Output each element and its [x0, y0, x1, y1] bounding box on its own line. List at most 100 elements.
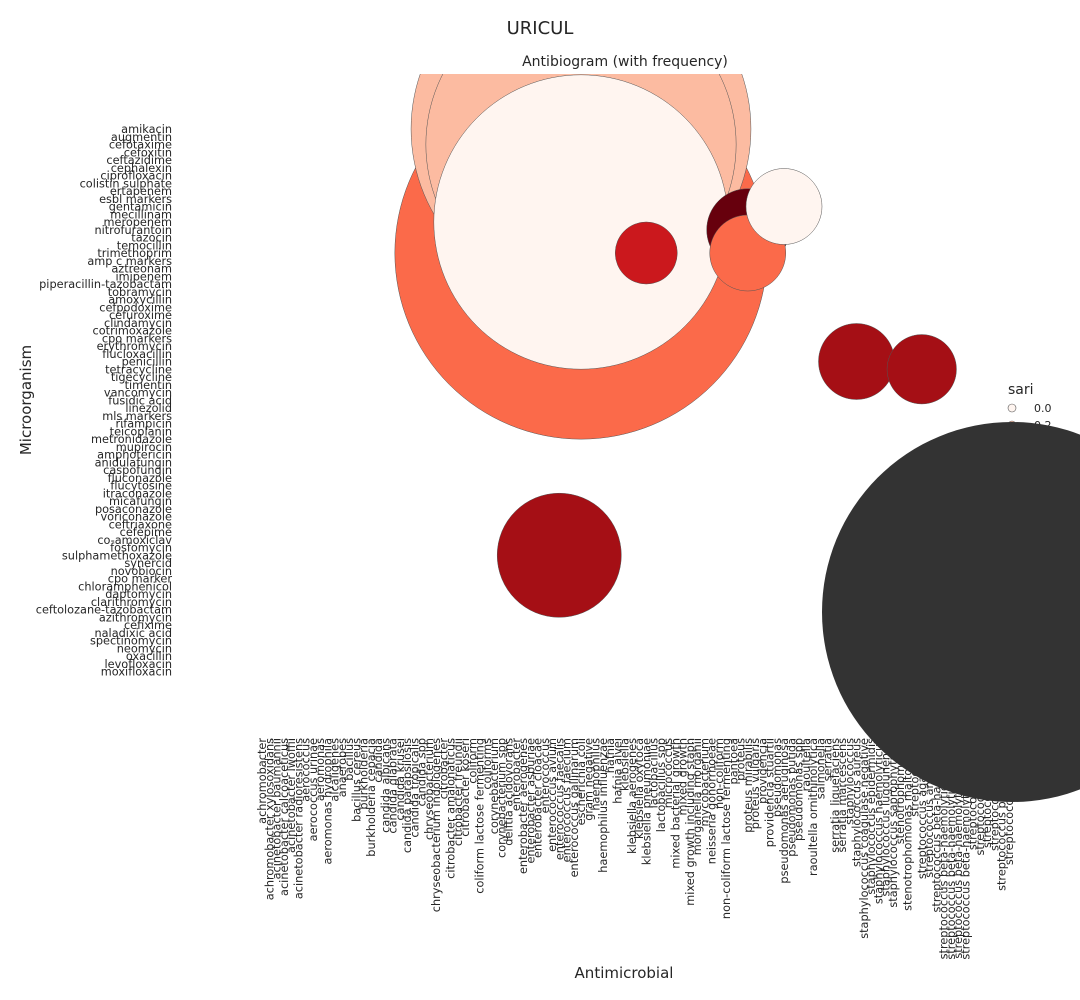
- y-tick-label: esbl markers: [99, 193, 172, 206]
- y-tick-label: trimethoprim: [97, 247, 172, 260]
- y-tick-label: cefotaxime: [109, 139, 172, 152]
- y-tick-label: cefuroxime: [109, 309, 172, 322]
- x-tick-label: delftia acidovorans: [503, 738, 516, 846]
- y-tick-label: synercid: [124, 557, 172, 570]
- legend-hue-0: 0.0: [1034, 402, 1052, 415]
- y-tick-label: nitrofurantoin: [94, 224, 172, 237]
- x-tick-label: streptococcus beta-haemolytic group a: [938, 738, 951, 959]
- y-tick-label: fluconazole: [108, 472, 172, 485]
- y-tick-label: tazocin: [131, 232, 172, 245]
- x-tick-label: candida krusei: [394, 738, 407, 821]
- y-axis-label: Microorganism: [17, 345, 35, 455]
- y-tick-label: flucloxacillin: [102, 348, 172, 361]
- x-tick-label: pseudomonas aeruginosa: [778, 738, 791, 884]
- x-tick-label: citrobacter koseri: [459, 738, 472, 837]
- x-tick-label: enterococcus: [539, 738, 552, 814]
- y-tick-label: rifampicin: [115, 418, 172, 431]
- y-tick-label: spectinomycin: [90, 635, 172, 648]
- y-tick-label: imipenem: [115, 270, 172, 283]
- x-tick-label: enterococcus avium: [546, 738, 559, 852]
- y-tick-label: teicoplanin: [110, 425, 172, 438]
- x-tick-label: staphylococcus aureus: [851, 738, 864, 867]
- x-tick-label: pseudomonas spp: [793, 738, 806, 841]
- x-tick-label: neisseria gonorrhoeae: [706, 738, 719, 864]
- y-tick-label: ertapenem: [110, 185, 172, 198]
- y-tick-label: tetracycline: [105, 363, 172, 376]
- legend-marker-0: [1007, 403, 1017, 413]
- x-tick-label: candida glabrata: [387, 738, 400, 834]
- x-tick-label: pseudomonas: [771, 738, 784, 817]
- x-tick-label: candida albicans: [379, 738, 392, 833]
- y-tick-label: meropenem: [104, 216, 173, 229]
- x-tick-label: serratia marcescens: [836, 738, 849, 853]
- x-axis-label: Antimicrobial: [575, 964, 674, 982]
- x-tick-label: acinetobacter baumannii: [271, 738, 284, 879]
- y-tick-label: flucytosine: [110, 480, 172, 493]
- y-tick-label: co-amoxiclav: [97, 534, 172, 547]
- y-tick-label: gentamicin: [109, 201, 172, 214]
- y-tick-label: amphotericin: [97, 449, 172, 462]
- y-tick-label: erythromycin: [97, 340, 172, 353]
- y-tick-label: daptomycin: [105, 588, 172, 601]
- legend-size-marker: [822, 422, 1080, 802]
- x-tick-label: chryseobacterium: [423, 738, 436, 840]
- x-tick-label: non-coliform lactose fermenting: [720, 738, 733, 919]
- y-tick-label: vancomycin: [104, 387, 172, 400]
- x-tick-label: enterobacter: [510, 738, 523, 811]
- x-tick-label: mixed growth including staph: [684, 738, 697, 906]
- x-tick-label: staphylococcus: [843, 738, 856, 825]
- x-tick-label: citrobacter freundii: [452, 738, 465, 846]
- x-tick-label: klebsiella aerogenes: [626, 738, 639, 854]
- x-tick-label: proteus vulgaris: [749, 738, 762, 829]
- y-tick-label: ceftriaxone: [109, 518, 172, 531]
- y-tick-label: naladixic acid: [94, 627, 172, 640]
- y-tick-label: cefoxitin: [124, 146, 172, 159]
- x-tick-label: gram negative: [582, 738, 595, 821]
- y-tick-label: micafungin: [109, 495, 172, 508]
- x-tick-label: micrococcus: [662, 738, 675, 808]
- y-tick-label: mecillinam: [110, 208, 172, 221]
- x-tick-label: enterococcus faecalis: [553, 738, 566, 860]
- x-tick-label: aeromonas hydrophila: [321, 738, 334, 865]
- y-tick-label: moxifloxacin: [101, 666, 172, 679]
- x-tick-label: enterobacter asburiae: [524, 738, 537, 864]
- legend: sari 0.0 0.2 75000: [822, 382, 1080, 802]
- y-tick-label: cpo marker: [108, 573, 173, 586]
- y-tick-label: piperacillin-tazobactam: [39, 278, 172, 291]
- y-tick-label: clarithromycin: [91, 596, 172, 609]
- bubble: [433, 74, 729, 370]
- x-tick-label: providencia stuartii: [764, 738, 777, 847]
- x-tick-label: proteus: [735, 738, 748, 781]
- y-tick-labels: amikacinaugmentincefotaximecefoxitinceft…: [36, 123, 173, 679]
- x-tick-label: bacillus: [343, 738, 356, 781]
- y-tick-label: metronidazole: [91, 433, 172, 446]
- x-tick-label: escherichia coli: [575, 738, 588, 825]
- x-tick-label: coliform: [466, 738, 479, 784]
- x-tick-label: achromobacter xylosoxidans: [263, 738, 276, 900]
- x-tick-label: anaerobes: [336, 738, 349, 797]
- x-tick-label: acinetobacter calcoaceticus: [278, 738, 291, 896]
- x-tick-label: hafnia alvei: [611, 738, 624, 804]
- x-tick-label: candida tropicalis: [408, 738, 421, 838]
- x-tick-label: acinetobacter lwoffii: [285, 738, 298, 853]
- x-tick-label: burkholderia cepacia: [365, 738, 378, 857]
- x-tick-label: alcaligenes: [329, 738, 342, 802]
- x-tick-label: klebsiella oxytoca: [633, 738, 646, 839]
- x-tick-label: candida spp: [416, 738, 429, 807]
- y-tick-label: novobiocin: [111, 565, 172, 578]
- x-tick-label: enterococcus gallinarum: [568, 738, 581, 877]
- y-tick-label: oxacillin: [126, 650, 172, 663]
- x-tick-label: mycobacterium: [698, 738, 711, 826]
- y-tick-label: fusidic acid: [108, 394, 172, 407]
- y-tick-label: mls markers: [102, 410, 172, 423]
- y-tick-label: cefpodoxime: [99, 301, 172, 314]
- x-tick-label: citrobacter amalonaticus: [445, 738, 458, 879]
- y-tick-label: amp c markers: [87, 255, 172, 268]
- y-tick-label: temocillin: [117, 239, 172, 252]
- bubble: [496, 492, 622, 618]
- y-tick-label: cotrimoxazole: [93, 325, 172, 338]
- y-tick-label: penicillin: [122, 356, 172, 369]
- x-tick-label: burkholderia: [358, 738, 371, 810]
- y-tick-label: augmentin: [111, 131, 172, 144]
- x-tick-label: coliform lactose fermenting: [474, 738, 487, 894]
